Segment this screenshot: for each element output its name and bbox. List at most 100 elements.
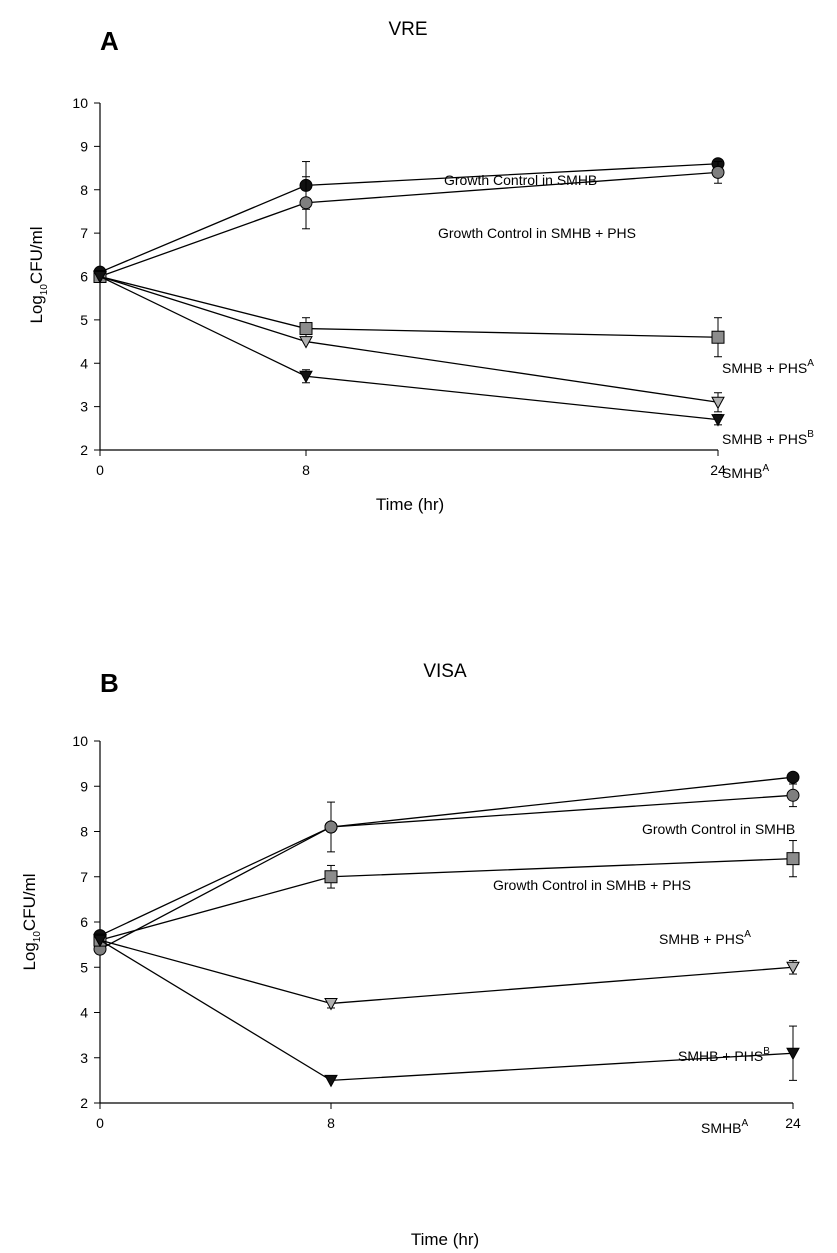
x-tick-label: 8 [302,462,310,478]
y-axis-title-rest: CFU/ml [20,873,39,931]
y-tick-label: 5 [80,959,88,975]
x-tick-label: 24 [710,462,726,478]
series-4: SMHBA [93,934,800,1136]
series-1: Growth Control in SMHB + PHS [93,161,725,283]
data-point [711,414,725,427]
series-label-main: Growth Control in SMHB [444,172,597,188]
data-point [299,370,313,384]
series-label-main: SMHB + PHS [678,1048,763,1064]
y-axis-title-subscript: 10 [32,931,43,943]
y-axis-title: Log10CFU/ml [20,873,43,970]
y-tick-label: 3 [80,399,88,415]
y-tick-label: 9 [80,778,88,794]
series-label: Growth Control in SMHB + PHS [438,225,636,241]
series-2: SMHB + PHSA [93,840,800,947]
x-tick-label: 24 [785,1115,801,1131]
data-point [711,396,725,410]
series-line [99,939,794,1005]
y-tick-label: 9 [80,138,88,154]
y-tick-label: 2 [80,442,88,458]
y-tick-label: 10 [72,95,88,111]
series-label-main: SMHB [722,465,762,481]
y-tick-label: 8 [80,824,88,840]
y-axis-title: Log10CFU/ml [27,226,50,323]
series-line [99,275,719,421]
data-point [299,196,313,210]
series-label-superscript: A [741,1118,748,1129]
series-0: Growth Control in SMHB [93,157,725,279]
data-point [93,934,107,948]
series-line [99,858,794,941]
series-line [99,275,719,338]
data-point [786,852,800,866]
series-label-main: SMHB + PHS [722,431,807,447]
y-tick-label: 4 [80,1005,88,1021]
data-point [93,271,107,284]
series-label: Growth Control in SMHB + PHS [493,877,691,893]
series-label: Growth Control in SMHB [444,172,597,188]
panel-letter: B [100,668,119,698]
series-label-main: SMHB [701,1120,741,1136]
y-axis-title-base: Log [27,295,46,323]
y-axis-title-rest: CFU/ml [27,226,46,284]
series-label: SMHB + PHSA [722,358,814,376]
data-point [786,961,800,975]
series-label-main: Growth Control in SMHB + PHS [438,225,636,241]
series-0: Growth Control in SMHB [93,770,800,943]
series-label: SMHB + PHSA [659,929,751,947]
series-3: SMHB + PHSB [93,934,800,1064]
data-point [299,322,313,336]
y-tick-label: 6 [80,269,88,285]
data-point [324,820,338,834]
series-line [99,163,719,273]
chart-title: VRE [388,19,427,40]
data-point [324,997,338,1011]
panel-letter: A [100,26,119,56]
y-tick-label: 3 [80,1050,88,1066]
chart-title: VISA [423,661,467,682]
series-label-superscript: A [807,358,814,369]
x-tick-label: 0 [96,1115,104,1131]
series-label: SMHB + PHSB [722,429,814,447]
series-3: SMHB + PHSB [93,271,814,447]
x-tick-label: 0 [96,462,104,478]
series-line [99,275,719,403]
y-axis-title-subscript: 10 [39,284,50,296]
series-label: SMHB + PHSB [678,1046,770,1064]
x-axis-title: Time (hr) [376,495,444,514]
y-tick-label: 7 [80,225,88,241]
data-point [786,788,800,802]
series-label-superscript: A [762,463,769,474]
data-point [324,870,338,884]
y-tick-label: 8 [80,182,88,198]
data-point [711,165,725,179]
y-tick-label: 10 [72,733,88,749]
series-line [99,939,794,1082]
y-axis-title-base: Log [20,942,39,970]
series-2: SMHB + PHSA [93,270,814,376]
y-tick-label: 7 [80,869,88,885]
series-label-main: Growth Control in SMHB [642,821,795,837]
series-1: Growth Control in SMHB + PHS [93,783,800,956]
y-tick-label: 5 [80,312,88,328]
series-label-superscript: A [744,929,751,940]
series-label-superscript: B [807,429,814,440]
data-point [786,770,800,784]
data-point [711,330,725,344]
data-point [786,1047,800,1061]
series-label-superscript: B [763,1046,770,1057]
data-point [299,336,313,349]
y-tick-label: 6 [80,914,88,930]
x-axis-title: Time (hr) [411,1230,479,1249]
series-label: SMHBA [701,1118,748,1136]
x-tick-label: 8 [327,1115,335,1131]
series-label: Growth Control in SMHB [642,821,795,837]
series-4: SMHBA [93,271,769,481]
series-label-main: Growth Control in SMHB + PHS [493,877,691,893]
data-point [324,1074,338,1088]
y-tick-label: 4 [80,355,88,371]
